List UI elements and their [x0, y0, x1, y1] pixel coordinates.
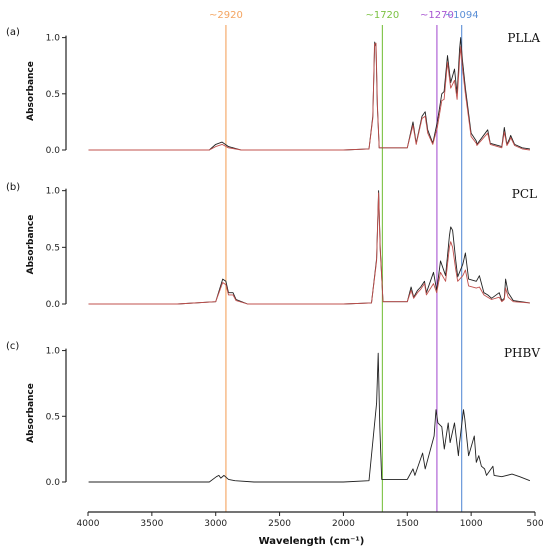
y-tick-label: 1.0 — [46, 187, 61, 197]
marker-label: ~1720 — [365, 10, 399, 21]
panels: 0.0 0.5 1.0 Absorbance (a) PLLA 0.0 0.5 1.0 Absor… — [6, 27, 540, 488]
marker-label: ~1270 — [420, 10, 454, 21]
spectrum-line-red — [88, 42, 530, 151]
y-tick-label: 0.5 — [46, 412, 60, 422]
spectrum-line-red — [88, 192, 530, 305]
x-tick-label: 4000 — [77, 519, 100, 529]
y-tick-label: 0.0 — [46, 478, 61, 488]
panel-pcl: 0.0 0.5 1.0 Absorbance (b) PCL — [6, 182, 537, 310]
panel-title: PHBV — [504, 346, 540, 360]
panel-title: PLLA — [507, 31, 540, 45]
spectrum-line-dark — [88, 37, 530, 151]
spectrum-line-dark — [88, 190, 530, 305]
spectrum-line-dark — [88, 352, 531, 483]
marker-label: ~1094 — [445, 10, 479, 21]
y-axis-label: Absorbance — [26, 383, 36, 443]
x-tick-label: 3500 — [140, 519, 163, 529]
y-tick-label: 0.5 — [46, 243, 60, 253]
y-tick-label: 0.5 — [46, 90, 60, 100]
y-axis-label: Absorbance — [26, 215, 36, 275]
panel-plla: 0.0 0.5 1.0 Absorbance (a) PLLA — [6, 27, 540, 156]
panel-letter: (a) — [6, 27, 20, 38]
y-tick-label: 1.0 — [46, 347, 61, 357]
y-tick-label: 0.0 — [46, 300, 61, 310]
y-tick-label: 0.0 — [46, 146, 61, 156]
x-tick-label: 1500 — [396, 519, 419, 529]
y-axis-label: Absorbance — [26, 61, 36, 121]
panel-letter: (b) — [6, 182, 20, 193]
marker-lines: ~2920 ~1720 ~1270~1094 — [209, 10, 479, 512]
x-axis-label: Wavelength (cm⁻¹) — [259, 536, 365, 547]
panel-letter: (c) — [6, 341, 19, 352]
x-tick-label: 3000 — [204, 519, 227, 529]
x-tick-label: 2500 — [268, 519, 291, 529]
x-tick-label: 1000 — [460, 519, 483, 529]
x-axis: 4000 3500 3000 2500 2000 1500 1000 500 Wavelengt… — [77, 511, 544, 547]
marker-label: ~2920 — [209, 10, 243, 21]
y-tick-label: 1.0 — [46, 34, 61, 44]
panel-phbv: 0.0 0.5 1.0 Absorbance (c) PHBV — [6, 341, 540, 488]
x-tick-label: 2000 — [332, 519, 355, 529]
x-tick-label: 500 — [526, 519, 543, 529]
panel-title: PCL — [512, 187, 537, 201]
